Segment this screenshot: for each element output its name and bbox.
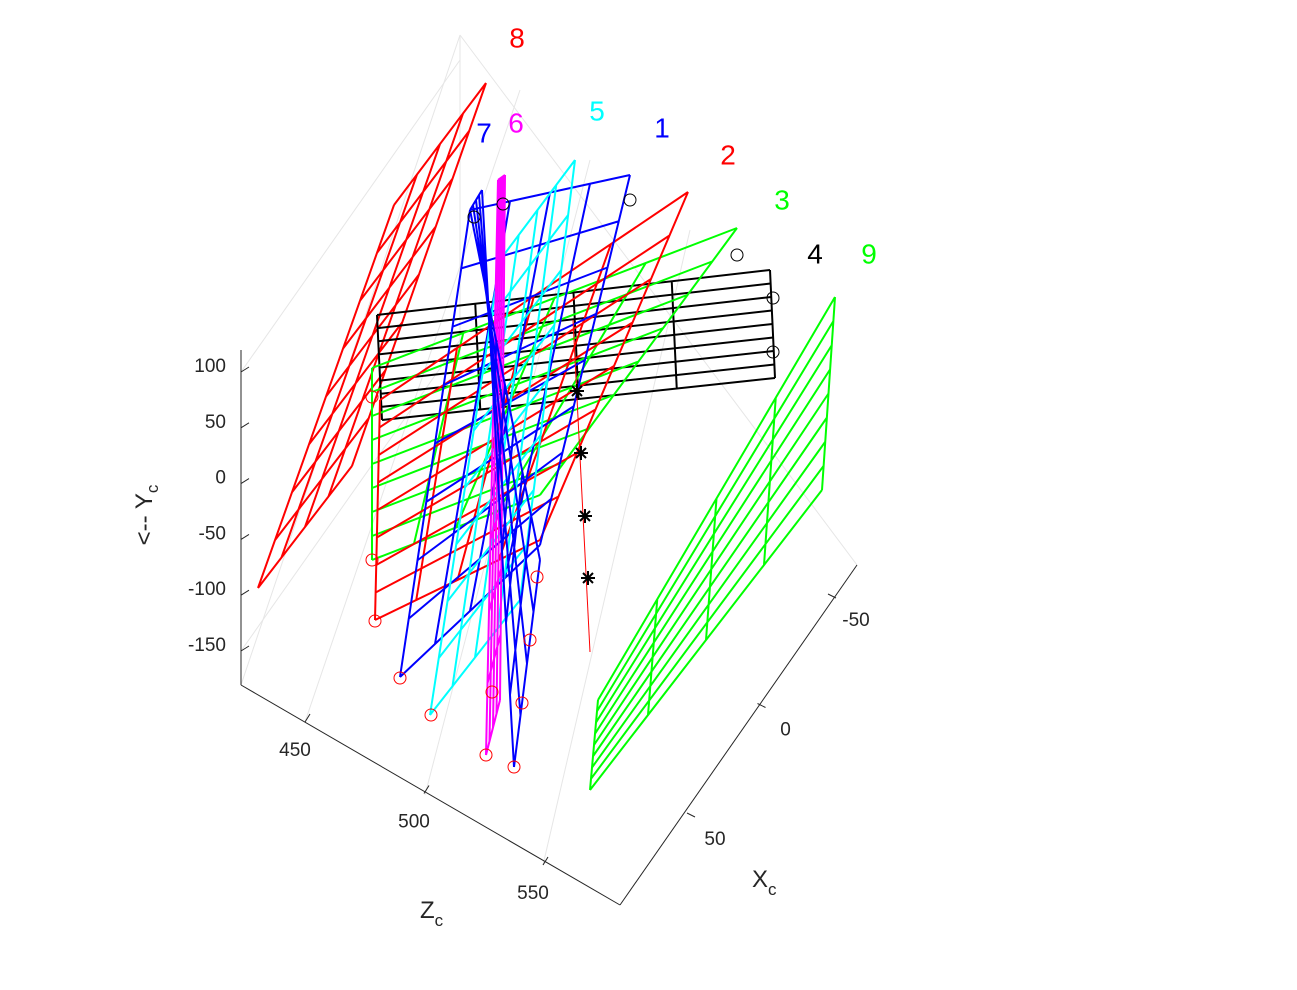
z-tick-label: 450: [279, 740, 311, 761]
y-tick: [240, 533, 250, 540]
calibration-plane: [257, 82, 487, 589]
z-tick: [304, 713, 311, 723]
x-tick: [686, 812, 696, 818]
x-axis-label: Xc: [752, 866, 777, 899]
calibration-plane: [589, 296, 836, 791]
box-grid: [240, 34, 858, 866]
corner-markers: [365, 193, 780, 774]
y-tick: [240, 589, 250, 596]
plane-label: 6: [508, 107, 524, 138]
plane-label: 1: [654, 112, 670, 143]
plane-label: 8: [509, 22, 525, 53]
plane-label: 3: [774, 184, 790, 215]
y-tick-label: 0: [215, 468, 226, 489]
y-tick-label: -50: [199, 523, 226, 544]
x-tick-label: 0: [780, 720, 791, 741]
x-axis-label-text: X: [752, 866, 768, 893]
y-tick-label: -100: [188, 579, 226, 600]
plane-label: 2: [720, 139, 736, 170]
y-tick: [240, 366, 250, 373]
z-tick: [423, 785, 430, 794]
plane-label: 7: [476, 117, 492, 148]
y-axis-label-sub: c: [143, 484, 162, 493]
reference-line: [572, 319, 591, 653]
calibration-plane: [469, 189, 541, 768]
axes: [240, 350, 858, 906]
x-tick: [827, 593, 837, 599]
star-markers: [570, 384, 595, 585]
z-tick-label: 500: [398, 812, 430, 833]
y-tick: [240, 478, 250, 485]
x-tick-label: 50: [704, 829, 725, 850]
z-axis-label-text: Z: [420, 897, 435, 924]
z-tick: [542, 856, 549, 866]
plane-label: 9: [861, 238, 877, 269]
y-tick: [240, 645, 250, 652]
y-tick: [240, 422, 250, 429]
z-tick-label: 550: [517, 883, 549, 904]
y-tick-label: 100: [194, 356, 226, 377]
y-tick-label: 50: [205, 412, 226, 433]
planes: [257, 82, 836, 791]
z-axis-label: Zc: [420, 897, 444, 930]
plane-label: 4: [807, 238, 823, 269]
y-axis-label-text: <-- Y: [131, 493, 158, 545]
y-axis-label: <-- Yc: [131, 484, 162, 545]
x-tick-label: -50: [842, 610, 869, 631]
x-axis-label-sub: c: [768, 880, 777, 899]
y-tick-label: -150: [188, 635, 226, 656]
plane-label: 5: [589, 95, 605, 126]
z-axis-label-sub: c: [435, 911, 444, 930]
x-tick: [757, 703, 766, 708]
